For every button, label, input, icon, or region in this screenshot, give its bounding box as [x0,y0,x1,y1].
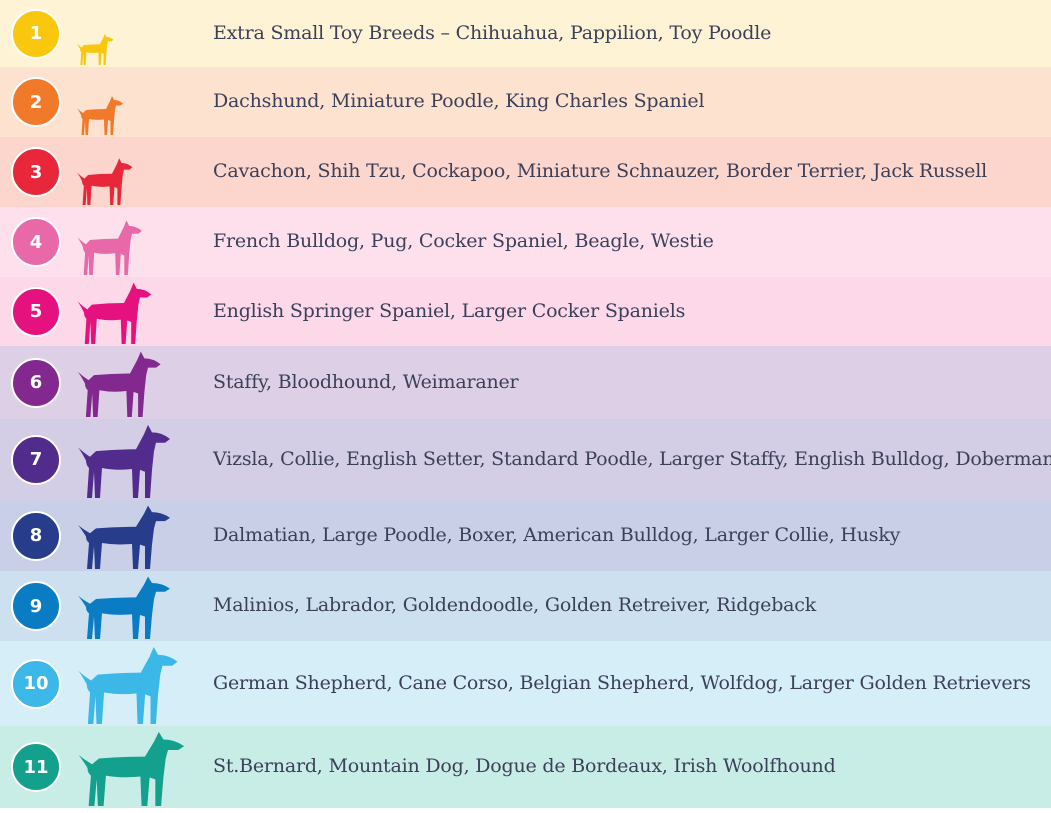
size-row-6: 6 Staffy, Bloodhound, Weimaraner [0,346,1051,419]
size-row-11: 11 St.Bernard, Mountain Dog, Dogue de Bo… [0,726,1051,808]
size-number-badge: 11 [11,742,61,792]
size-row-7: 7 Vizsla, Collie, English Setter, Standa… [0,419,1051,500]
dog-silhouette-doberman-icon [77,351,161,417]
breed-list: Extra Small Toy Breeds – Chihuahua, Papp… [213,21,772,44]
breed-list: English Springer Spaniel, Larger Cocker … [213,299,686,322]
size-row-4: 4 French Bulldog, Pug, Cocker Spaniel, B… [0,207,1051,277]
size-number-badge: 5 [11,286,61,337]
size-number-badge: 1 [11,8,61,59]
size-row-3: 3 Cavachon, Shih Tzu, Cockapoo, Miniatur… [0,137,1051,207]
breed-list: Staffy, Bloodhound, Weimaraner [213,370,519,393]
breed-list: St.Bernard, Mountain Dog, Dogue de Borde… [213,755,836,777]
size-row-5: 5 English Springer Spaniel, Larger Cocke… [0,277,1051,346]
dog-silhouette-setter-icon [78,424,170,498]
size-number-badge: 8 [11,510,61,561]
size-number-badge: 7 [11,434,61,485]
size-number-badge: 6 [11,357,61,408]
breed-list: Dalmatian, Large Poodle, Boxer, American… [213,523,901,546]
size-row-9: 9 Malinios, Labrador, Goldendoodle, Gold… [0,571,1051,641]
breed-list: Cavachon, Shih Tzu, Cockapoo, Miniature … [213,160,987,182]
dog-silhouette-labrador-icon [78,576,170,639]
dog-silhouette-dachshund-icon [77,96,123,135]
dog-silhouette-pug-icon [77,220,142,275]
breed-list: Malinios, Labrador, Goldendoodle, Golden… [213,594,817,616]
size-row-2: 2 Dachshund, Miniature Poodle, King Char… [0,67,1051,137]
dog-silhouette-chihuahua-icon [76,33,114,65]
dog-silhouette-german-shepherd-icon [78,646,178,724]
dog-silhouette-st-bernard-icon [78,731,185,806]
size-number-badge: 10 [11,658,61,709]
size-number-badge: 4 [11,217,61,267]
breed-list: Dachshund, Miniature Poodle, King Charle… [213,90,705,112]
size-row-10: 10 German Shepherd, Cane Corso, Belgian … [0,641,1051,726]
size-row-8: 8 Dalmatian, Large Poodle, Boxer, Americ… [0,500,1051,571]
size-number-badge: 3 [11,147,61,197]
breed-list: Vizsla, Collie, English Setter, Standard… [213,447,1051,470]
size-row-1: 1 Extra Small Toy Breeds – Chihuahua, Pa… [0,0,1051,67]
breed-list: German Shepherd, Cane Corso, Belgian She… [213,671,1031,694]
dog-silhouette-dalmatian-icon [78,505,170,569]
breed-list: French Bulldog, Pug, Cocker Spaniel, Bea… [213,230,714,252]
dog-silhouette-schnauzer-icon [77,158,133,205]
dog-silhouette-spaniel-icon [77,282,152,344]
size-number-badge: 2 [11,77,61,127]
size-number-badge: 9 [11,581,61,631]
